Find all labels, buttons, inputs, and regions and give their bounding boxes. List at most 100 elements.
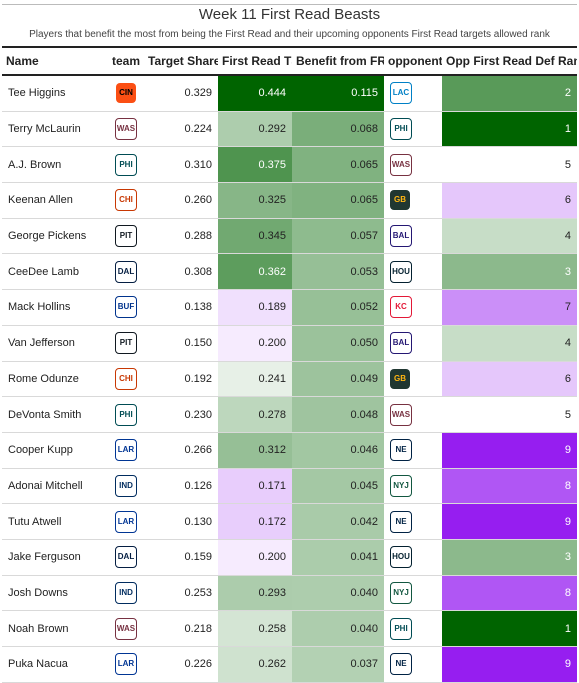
target-share-cell: 0.329 — [144, 75, 218, 112]
steelers-icon: PIT — [115, 225, 137, 248]
player-name-cell: Mack Hollins — [2, 289, 108, 326]
benefit-cell: 0.065 — [292, 146, 384, 184]
first-read-ts-cell: 0.172 — [218, 503, 292, 540]
header-row: Name team Target Share First Read TS Ben… — [2, 46, 577, 76]
player-name-cell: George Pickens — [2, 218, 108, 255]
benefit-cell: 0.041 — [292, 539, 384, 576]
opp-def-rank-cell: 4 — [442, 325, 577, 362]
benefit-cell: 0.057 — [292, 218, 384, 255]
top-rule — [2, 4, 577, 5]
target-share-cell: 0.224 — [144, 111, 218, 148]
team-cell: CHI — [108, 361, 144, 398]
team-cell: DAL — [108, 253, 144, 291]
benefit-cell: 0.046 — [292, 432, 384, 469]
table-row: Van Jefferson PIT 0.150 0.200 0.050 BAL 4 — [2, 325, 577, 362]
player-name-cell: Puka Nacua — [2, 646, 108, 683]
team-cell: DAL — [108, 539, 144, 576]
table-row: Josh Downs IND 0.253 0.293 0.040 NYJ 8 — [2, 575, 577, 612]
first-read-ts-cell: 0.278 — [218, 396, 292, 433]
w-logo-icon: WAS — [390, 403, 412, 426]
opponent-cell: PHI — [384, 111, 442, 148]
opponent-cell: PHI — [384, 610, 442, 647]
opponent-cell: NYJ — [384, 575, 442, 612]
first-read-ts-cell: 0.200 — [218, 325, 292, 362]
player-name-cell: CeeDee Lamb — [2, 253, 108, 291]
target-share-cell: 0.192 — [144, 361, 218, 398]
player-name-cell: Adonai Mitchell — [2, 468, 108, 505]
opp-def-rank-cell: 1 — [442, 610, 577, 647]
player-name-cell: Tee Higgins — [2, 75, 108, 112]
target-share-cell: 0.159 — [144, 539, 218, 576]
team-cell: WAS — [108, 111, 144, 148]
target-share-cell: 0.266 — [144, 432, 218, 469]
table-row: George Pickens PIT 0.288 0.345 0.057 BAL 4 — [2, 218, 577, 255]
team-cell: LAR — [108, 646, 144, 683]
benefit-cell: 0.037 — [292, 646, 384, 683]
table-row: Tutu Atwell LAR 0.130 0.172 0.042 NE 9 — [2, 503, 577, 540]
opp-def-rank-cell: 4 — [442, 218, 577, 255]
player-name-cell: A.J. Brown — [2, 146, 108, 184]
arrowhead-icon: KC — [390, 296, 412, 319]
team-cell: IND — [108, 575, 144, 612]
first-read-ts-cell: 0.258 — [218, 610, 292, 647]
table-row: CeeDee Lamb DAL 0.308 0.362 0.053 HOU 3 — [2, 253, 577, 291]
benefit-cell: 0.040 — [292, 610, 384, 647]
opp-def-rank-cell: 8 — [442, 575, 577, 612]
opp-def-rank-cell: 3 — [442, 253, 577, 291]
opp-def-rank-cell: 7 — [442, 289, 577, 326]
table-row: Cooper Kupp LAR 0.266 0.312 0.046 NE 9 — [2, 432, 577, 469]
raven-icon: BAL — [390, 225, 412, 248]
benefit-cell: 0.042 — [292, 503, 384, 540]
first-read-ts-cell: 0.171 — [218, 468, 292, 505]
target-share-cell: 0.253 — [144, 575, 218, 612]
benefit-cell: 0.065 — [292, 182, 384, 219]
table-row: Puka Nacua LAR 0.226 0.262 0.037 NE 9 — [2, 646, 577, 683]
player-name-cell: Noah Brown — [2, 610, 108, 647]
star-icon: DAL — [115, 546, 137, 569]
eagle-icon: PHI — [390, 617, 412, 640]
w-logo-icon: WAS — [390, 153, 412, 176]
benefit-cell: 0.053 — [292, 253, 384, 291]
opponent-cell: HOU — [384, 253, 442, 291]
table-row: Adonai Mitchell IND 0.126 0.171 0.045 NYJ 8 — [2, 468, 577, 505]
target-share-cell: 0.310 — [144, 146, 218, 184]
table-row: Terry McLaurin WAS 0.224 0.292 0.068 PHI 1 — [2, 111, 577, 148]
opponent-cell: NE — [384, 646, 442, 683]
target-share-cell: 0.260 — [144, 182, 218, 219]
player-name-cell: Keenan Allen — [2, 182, 108, 219]
opp-def-rank-cell: 6 — [442, 182, 577, 219]
opponent-cell: BAL — [384, 218, 442, 255]
table-body: Tee Higgins CIN 0.329 0.444 0.115 LAC 2 Terry M… — [2, 75, 577, 683]
table-row: Tee Higgins CIN 0.329 0.444 0.115 LAC 2 — [2, 75, 577, 112]
eagle-icon: PHI — [115, 403, 137, 426]
la-logo-icon: LAR — [115, 510, 137, 533]
benefit-cell: 0.045 — [292, 468, 384, 505]
bull-head-icon: HOU — [390, 546, 412, 569]
opponent-cell: GB — [384, 182, 442, 219]
first-read-ts-cell: 0.362 — [218, 253, 292, 291]
target-share-cell: 0.150 — [144, 325, 218, 362]
first-read-ts-cell: 0.444 — [218, 75, 292, 112]
team-cell: WAS — [108, 610, 144, 647]
opponent-cell: BAL — [384, 325, 442, 362]
team-cell: PIT — [108, 325, 144, 362]
table-row: Jake Ferguson DAL 0.159 0.200 0.041 HOU 3 — [2, 539, 577, 576]
data-table: Name team Target Share First Read TS Ben… — [2, 46, 577, 683]
opp-def-rank-cell: 8 — [442, 468, 577, 505]
tiger-stripes-icon: CIN — [116, 83, 136, 104]
benefit-cell: 0.050 — [292, 325, 384, 362]
la-logo-icon: LAR — [115, 653, 137, 676]
player-name-cell: Josh Downs — [2, 575, 108, 612]
target-share-cell: 0.218 — [144, 610, 218, 647]
chart-title: Week 11 First Read Beasts — [198, 6, 381, 23]
first-read-ts-cell: 0.312 — [218, 432, 292, 469]
w-logo-icon: WAS — [115, 617, 137, 640]
patriot-icon: NE — [390, 653, 412, 676]
target-share-cell: 0.138 — [144, 289, 218, 326]
opp-def-rank-cell: 9 — [442, 503, 577, 540]
player-name-cell: Van Jefferson — [2, 325, 108, 362]
bolt-icon: LAC — [390, 82, 412, 105]
opponent-cell: NE — [384, 503, 442, 540]
opp-def-rank-cell: 9 — [442, 646, 577, 683]
